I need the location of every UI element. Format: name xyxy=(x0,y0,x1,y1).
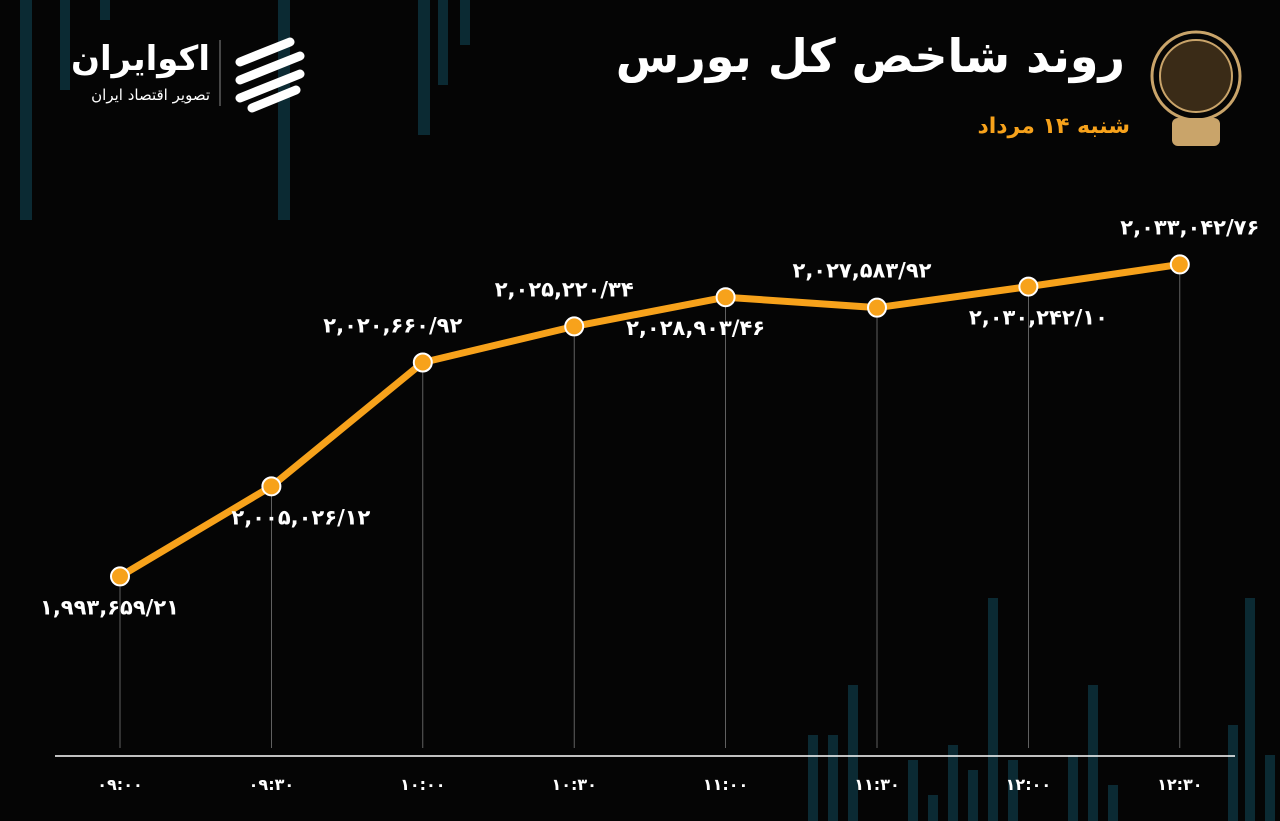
x-tick-label: ۱۱:۰۰ xyxy=(703,775,748,794)
x-tick-label: ۰۹:۰۰ xyxy=(97,775,142,794)
line xyxy=(118,260,1181,580)
x-tick-label: ۱۱:۳۰ xyxy=(854,775,899,794)
brand-logo xyxy=(235,37,305,113)
x-tick-label: ۰۹:۳۰ xyxy=(249,775,294,794)
exchange-logo xyxy=(1150,30,1242,146)
x-tick-label: ۱۰:۳۰ xyxy=(551,775,596,794)
point xyxy=(867,297,887,318)
point xyxy=(261,476,282,497)
x-tick-label: ۱۲:۳۰ xyxy=(1157,775,1202,794)
point xyxy=(1018,276,1039,297)
point xyxy=(110,566,130,587)
brand-name: اکوایران xyxy=(71,39,210,79)
value-label: ۲,۰۲۰,۶۶۰/۹۲ xyxy=(323,314,462,338)
brand-tagline: تصویر اقتصاد ایران xyxy=(91,86,210,104)
chart-title: روند شاخص کل بورس xyxy=(616,29,1125,83)
x-tick-label: ۱۲:۰۰ xyxy=(1006,775,1051,794)
value-label: ۲,۰۲۷,۵۸۳/۹۲ xyxy=(793,259,932,283)
value-label: ۲,۰۰۵,۰۲۶/۱۲ xyxy=(231,505,370,529)
background-decoration xyxy=(20,0,1275,821)
x-tick-label: ۱۰:۰۰ xyxy=(400,775,445,794)
point xyxy=(715,287,736,308)
value-label: ۲,۰۲۵,۲۲۰/۳۴ xyxy=(495,277,634,301)
value-label: ۱,۹۹۳,۶۵۹/۲۱ xyxy=(40,595,179,619)
value-label: ۲,۰۳۰,۲۴۲/۱۰ xyxy=(969,306,1108,330)
value-label: ۲,۰۲۸,۹۰۳/۴۶ xyxy=(626,316,765,340)
value-label: ۲,۰۳۳,۰۴۲/۷۶ xyxy=(1120,215,1259,239)
chart-subtitle: شنبه ۱۴ مرداد xyxy=(977,114,1130,139)
point xyxy=(412,352,433,373)
point xyxy=(1169,254,1190,275)
point xyxy=(564,316,585,337)
